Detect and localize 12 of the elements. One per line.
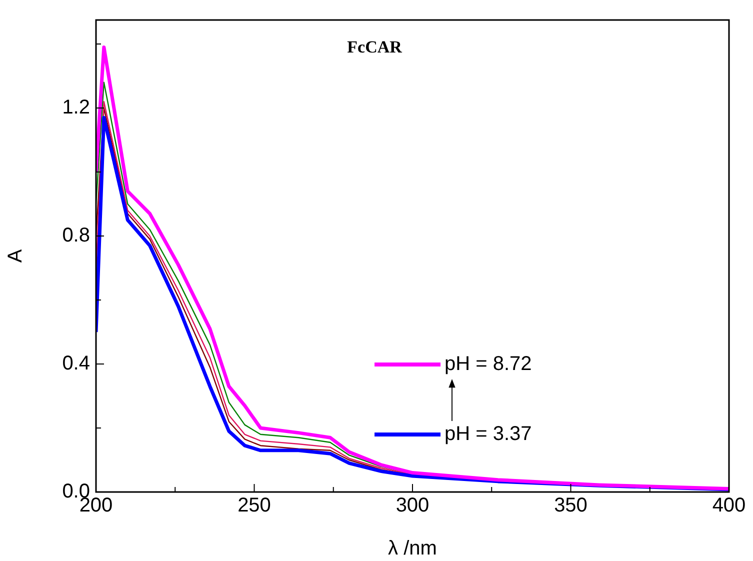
y-tick-label: 1.2 xyxy=(62,96,90,119)
x-tick-label: 400 xyxy=(712,494,746,517)
legend-label: pH = 8.72 xyxy=(444,353,532,376)
x-tick-label: 250 xyxy=(238,494,271,517)
x-axis-title: λ /nm xyxy=(388,538,437,560)
legend-label: pH = 3.37 xyxy=(444,423,532,446)
text: FcCAR xyxy=(347,37,403,56)
x-tick-label: 350 xyxy=(554,494,588,517)
y-axis-title: A xyxy=(4,248,27,263)
y-tick-label: 0.4 xyxy=(62,352,90,375)
x-tick-label: 300 xyxy=(396,494,430,517)
y-tick-label: 0.8 xyxy=(62,224,90,247)
